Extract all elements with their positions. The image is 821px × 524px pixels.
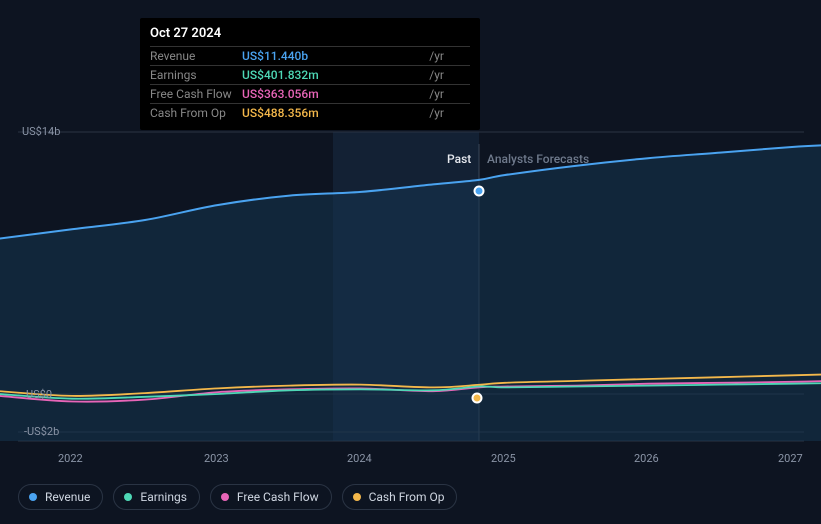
legend-item-free-cash-flow[interactable]: Free Cash Flow [210, 484, 332, 510]
x-tick-label: 2027 [778, 452, 803, 465]
x-tick-label: 2026 [634, 452, 659, 465]
legend-item-label: Free Cash Flow [237, 490, 319, 504]
tooltip-row-unit: /yr [425, 47, 470, 66]
tooltip-row: Cash From Op US$488.356m /yr [150, 104, 470, 123]
legend-item-label: Cash From Op [369, 490, 445, 504]
legend-item-label: Earnings [140, 490, 187, 504]
tooltip-row-label: Cash From Op [150, 104, 242, 123]
legend-dot-icon [29, 493, 37, 501]
tooltip-date: Oct 27 2024 [150, 24, 470, 46]
tooltip-row-unit: /yr [425, 104, 470, 123]
tooltip-row-label: Free Cash Flow [150, 85, 242, 104]
tooltip-row-unit: /yr [425, 85, 470, 104]
forecast-label: Analysts Forecasts [487, 152, 589, 166]
tooltip-row-value: US$401.832m [242, 66, 425, 85]
tooltip-row-value: US$488.356m [242, 104, 425, 123]
tooltip-row-value: US$11.440b [242, 47, 425, 66]
x-tick-label: 2023 [204, 452, 229, 465]
legend-item-cash-from-op[interactable]: Cash From Op [342, 484, 458, 510]
past-label: Past [447, 152, 471, 166]
tooltip-row-label: Revenue [150, 47, 242, 66]
x-tick-label: 2025 [491, 452, 516, 465]
legend-item-revenue[interactable]: Revenue [18, 484, 103, 510]
chart-tooltip: Oct 27 2024 Revenue US$11.440b /yr Earni… [140, 18, 480, 130]
x-tick-label: 2022 [58, 452, 83, 465]
tooltip-row-unit: /yr [425, 66, 470, 85]
legend: Revenue Earnings Free Cash Flow Cash Fro… [18, 484, 457, 510]
legend-item-label: Revenue [45, 490, 90, 504]
tooltip-table: Revenue US$11.440b /yr Earnings US$401.8… [150, 46, 470, 122]
legend-dot-icon [221, 493, 229, 501]
legend-dot-icon [124, 493, 132, 501]
tooltip-row-label: Earnings [150, 66, 242, 85]
x-tick-label: 2024 [347, 452, 372, 465]
tooltip-row: Earnings US$401.832m /yr [150, 66, 470, 85]
tooltip-row: Free Cash Flow US$363.056m /yr [150, 85, 470, 104]
legend-dot-icon [353, 493, 361, 501]
financials-chart: US$14b US$0 -US$2b 2022 2023 2024 2025 2… [0, 0, 821, 524]
legend-item-earnings[interactable]: Earnings [113, 484, 200, 510]
y-tick-label: -US$2b [24, 425, 59, 438]
tooltip-row-value: US$363.056m [242, 85, 425, 104]
y-tick-label: US$14b [22, 125, 60, 138]
tooltip-row: Revenue US$11.440b /yr [150, 47, 470, 66]
y-tick-label: US$0 [26, 388, 52, 401]
